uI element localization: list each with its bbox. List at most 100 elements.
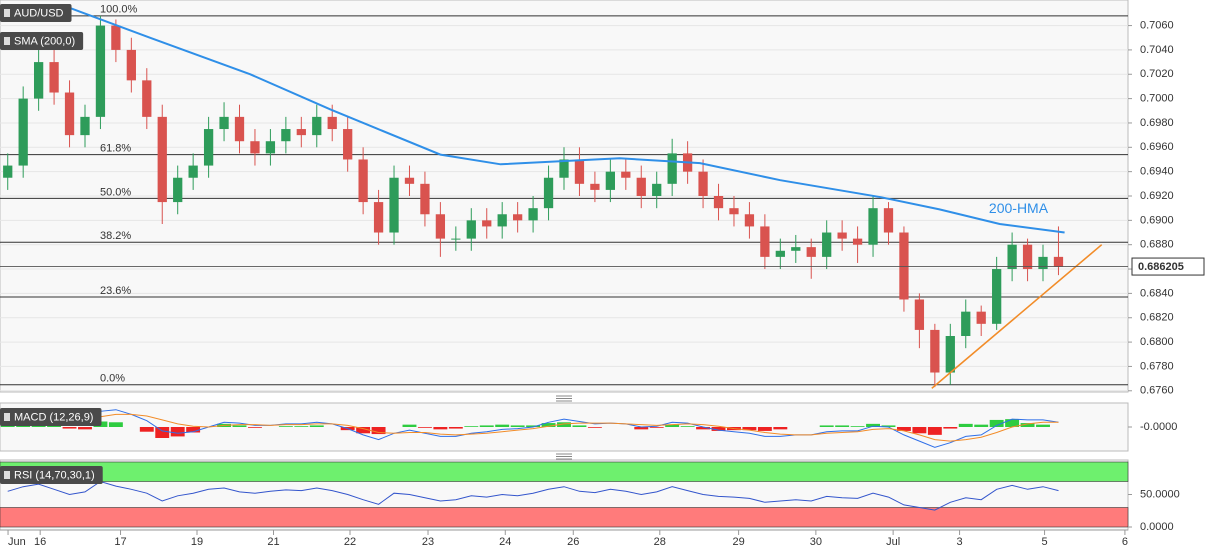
y-tick-label: 0.7020	[1140, 68, 1174, 80]
y-tick-label: 0.6980	[1140, 117, 1174, 129]
histogram-bar	[742, 427, 757, 431]
candle-body	[451, 238, 461, 240]
candle-body	[312, 116, 322, 136]
candle-body	[49, 62, 59, 93]
candle-body	[250, 141, 260, 154]
fib-label: 100.0%	[100, 4, 138, 16]
candle-body	[327, 116, 337, 130]
candle-body	[992, 269, 1002, 324]
candle-body	[18, 98, 28, 166]
candle-body	[729, 208, 739, 215]
panel-handle[interactable]	[556, 453, 572, 460]
legend-rsi: RSI (14,70,30,1)	[0, 466, 103, 484]
candle-body	[126, 49, 136, 81]
panel-handle[interactable]	[556, 395, 572, 402]
histogram-bar	[711, 427, 726, 431]
trendline	[931, 244, 1103, 389]
x-tick-label: Jul	[886, 536, 900, 548]
candle-body	[652, 183, 662, 196]
histogram-bar	[170, 427, 185, 437]
macd-line	[7, 413, 1059, 442]
y-tick-label: 0.6960	[1140, 141, 1174, 153]
histogram-bar	[495, 424, 510, 427]
histogram-bar	[433, 427, 448, 430]
fib-label: 61.8%	[100, 143, 131, 155]
histogram-bar	[108, 422, 123, 427]
x-tick-label: 23	[422, 536, 434, 548]
candle-body	[343, 129, 353, 160]
candle-body	[265, 141, 276, 154]
histogram-bar	[541, 423, 556, 427]
candle-body	[574, 159, 585, 184]
candle-body	[868, 208, 878, 245]
histogram-bar	[896, 427, 911, 431]
histogram-bar	[943, 427, 958, 429]
candle-body	[760, 226, 770, 257]
y-tick-label: 0.6940	[1140, 166, 1174, 178]
histogram-bar	[649, 427, 664, 428]
histogram-bar	[356, 427, 371, 434]
candle-body	[188, 165, 198, 178]
histogram-bar	[881, 425, 896, 427]
histogram-bar	[0, 425, 15, 427]
candle-body	[404, 177, 415, 184]
current-price-box	[1131, 257, 1205, 276]
overbought-zone	[0, 461, 1129, 482]
legend-label: MACD (12,26,9)	[14, 411, 93, 423]
histogram-bar	[866, 423, 880, 427]
histogram-bar	[665, 424, 680, 427]
x-tick-label: 5	[1041, 536, 1047, 548]
histogram-bar	[1020, 423, 1035, 427]
histogram-bar	[464, 426, 479, 427]
candle-body	[234, 116, 245, 142]
legend-swatch	[4, 37, 10, 45]
y-tick-label: -0.0000	[1140, 421, 1177, 433]
current-price-label: 0.686205	[1138, 261, 1184, 273]
x-tick-label: 30	[810, 536, 822, 548]
candle-body	[914, 299, 925, 330]
candle-body	[281, 129, 291, 142]
candle-body	[482, 220, 492, 227]
histogram-bar	[139, 427, 154, 432]
y-tick-label: 0.7000	[1140, 93, 1174, 105]
candle-body	[930, 329, 940, 373]
histogram-bar	[989, 419, 1004, 427]
legend-box	[0, 32, 84, 50]
x-tick-label: 26	[567, 536, 579, 548]
candle-body	[296, 129, 306, 136]
histogram-bar	[773, 427, 788, 430]
x-tick-label: Jun	[8, 536, 26, 548]
candle-body	[528, 208, 538, 221]
candle-body	[95, 25, 106, 117]
histogram-bar	[278, 426, 293, 427]
candle-body	[173, 177, 183, 203]
x-tick-label: 28	[654, 536, 666, 548]
candle-body	[605, 171, 615, 190]
x-tick-label: 21	[267, 536, 279, 548]
candle-body	[497, 214, 507, 227]
histogram-bar	[572, 425, 587, 427]
y-tick-label: 0.6760	[1140, 385, 1174, 397]
histogram-bar	[835, 425, 850, 427]
histogram-bar	[294, 426, 309, 427]
candle-body	[1022, 244, 1033, 270]
histogram-bar	[402, 424, 417, 427]
legend-box	[0, 408, 102, 426]
histogram-bar	[155, 427, 170, 438]
candle-body	[1038, 256, 1048, 270]
candle-body	[744, 214, 755, 227]
histogram-bar	[850, 426, 865, 427]
histogram-bar	[757, 427, 772, 431]
candle-body	[883, 208, 894, 233]
histogram-bar	[1036, 424, 1050, 427]
legend-symbol: AUD/USD	[0, 4, 72, 22]
histogram-bar	[78, 427, 92, 430]
fib-label: 38.2%	[100, 230, 131, 242]
y-tick-label: 0.6840	[1140, 287, 1174, 299]
legend-macd: MACD (12,26,9)	[0, 408, 102, 426]
x-tick-label: 24	[499, 536, 511, 548]
x-tick-label: 22	[344, 536, 356, 548]
histogram-bar	[62, 427, 77, 429]
annotation: 200-HMA	[989, 200, 1049, 216]
